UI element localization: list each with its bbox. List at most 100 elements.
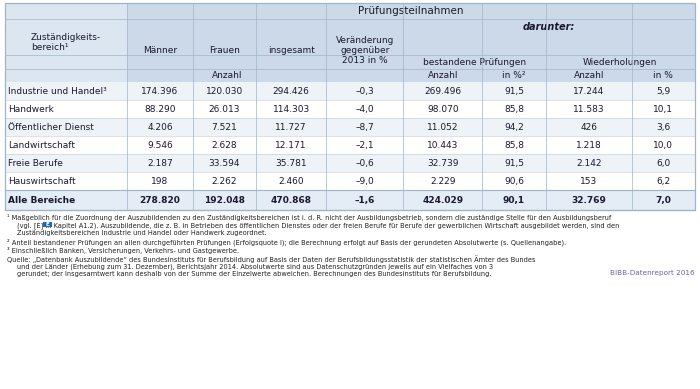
Text: 4.206: 4.206 <box>147 123 173 131</box>
Text: BIBB-Datenreport 2016: BIBB-Datenreport 2016 <box>610 270 695 277</box>
Text: 11.727: 11.727 <box>275 123 307 131</box>
Bar <box>127 136 192 154</box>
Bar <box>127 172 192 190</box>
Bar <box>326 154 403 172</box>
Bar <box>326 19 403 55</box>
Text: Landwirtschaft: Landwirtschaft <box>8 140 75 149</box>
Text: 153: 153 <box>580 177 597 186</box>
Text: E: E <box>45 222 49 227</box>
Text: Männer: Männer <box>143 46 177 55</box>
Bar <box>127 190 192 210</box>
Text: 2.229: 2.229 <box>430 177 456 186</box>
Text: Quelle: „Datenbank Auszubildende“ des Bundesinstituts für Berufsbildung auf Basi: Quelle: „Datenbank Auszubildende“ des Bu… <box>7 255 536 263</box>
Text: Frauen: Frauen <box>209 46 240 55</box>
Bar <box>5 136 127 154</box>
Bar <box>482 100 546 118</box>
Text: 470.868: 470.868 <box>271 196 312 205</box>
Text: 85,8: 85,8 <box>504 140 524 149</box>
Text: 6,0: 6,0 <box>656 158 671 168</box>
Text: ² Anteil bestandener Prüfungen an allen durchgeführten Prüfungen (Erfolgsquote I: ² Anteil bestandener Prüfungen an allen … <box>7 238 566 246</box>
Text: 2.187: 2.187 <box>147 158 173 168</box>
Bar <box>482 154 546 172</box>
Bar <box>127 100 192 118</box>
Bar <box>403 55 482 69</box>
Bar <box>403 136 482 154</box>
Text: 192.048: 192.048 <box>204 196 245 205</box>
Bar <box>403 82 482 100</box>
Text: 94,2: 94,2 <box>504 123 524 131</box>
Bar <box>256 3 326 19</box>
Text: bestandene Prüfungen: bestandene Prüfungen <box>423 58 526 67</box>
Bar <box>631 19 695 55</box>
Bar <box>256 55 326 69</box>
Bar <box>403 69 482 82</box>
Text: Veränderung
gegenüber
2013 in %: Veränderung gegenüber 2013 in % <box>335 36 394 65</box>
Bar <box>631 154 695 172</box>
Text: 278.820: 278.820 <box>139 196 181 205</box>
Text: –9,0: –9,0 <box>356 177 374 186</box>
Bar <box>43 222 52 227</box>
Bar <box>326 69 403 82</box>
Bar <box>5 3 127 82</box>
Bar <box>403 172 482 190</box>
Bar <box>193 154 256 172</box>
Bar <box>326 55 403 69</box>
Bar <box>631 100 695 118</box>
Bar <box>546 82 631 100</box>
Bar <box>127 3 192 19</box>
Text: 2.628: 2.628 <box>211 140 237 149</box>
Text: –1,6: –1,6 <box>354 196 375 205</box>
Bar <box>256 190 326 210</box>
Text: ¹ Maßgeblich für die Zuordnung der Auszubildenden zu den Zuständigkeitsbereichen: ¹ Maßgeblich für die Zuordnung der Auszu… <box>7 214 611 221</box>
Bar <box>5 3 127 19</box>
Bar <box>482 3 546 19</box>
Bar <box>482 172 546 190</box>
Text: 98.070: 98.070 <box>427 105 458 114</box>
Text: 269.496: 269.496 <box>424 86 461 96</box>
Text: Industrie und Handel³: Industrie und Handel³ <box>8 86 106 96</box>
Text: 2.460: 2.460 <box>279 177 304 186</box>
Bar <box>546 100 631 118</box>
Text: 10.443: 10.443 <box>427 140 458 149</box>
Bar <box>326 136 403 154</box>
Bar <box>127 19 192 55</box>
Text: –0,3: –0,3 <box>356 86 374 96</box>
Text: 91,5: 91,5 <box>504 158 524 168</box>
Text: und der Länder (Erhebung zum 31. Dezember), Berichtsjahr 2014. Absolutwerte sind: und der Länder (Erhebung zum 31. Dezembe… <box>17 263 493 270</box>
Text: 90,1: 90,1 <box>503 196 525 205</box>
Bar <box>631 136 695 154</box>
Bar <box>403 3 482 19</box>
Text: 294.426: 294.426 <box>273 86 309 96</box>
Text: 424.029: 424.029 <box>422 196 463 205</box>
Text: 33.594: 33.594 <box>209 158 240 168</box>
Bar <box>482 19 546 55</box>
Text: 11.583: 11.583 <box>573 105 605 114</box>
Bar <box>5 172 127 190</box>
Text: 10,1: 10,1 <box>653 105 673 114</box>
Bar <box>403 190 482 210</box>
Text: –8,7: –8,7 <box>356 123 374 131</box>
Bar <box>403 118 482 136</box>
Bar <box>5 118 127 136</box>
Text: –2,1: –2,1 <box>356 140 374 149</box>
Text: Wiederholungen: Wiederholungen <box>583 58 657 67</box>
Text: Zuständigkeits-
bereich¹: Zuständigkeits- bereich¹ <box>31 33 101 52</box>
Bar <box>482 118 546 136</box>
Text: gerundet; der Insgesamtwert kann deshalb von der Summe der Einzelwerte abweichen: gerundet; der Insgesamtwert kann deshalb… <box>17 272 491 277</box>
Text: Anzahl: Anzahl <box>573 71 604 80</box>
Bar <box>256 154 326 172</box>
Bar <box>5 3 695 210</box>
Text: darunter:: darunter: <box>523 21 575 32</box>
Bar <box>482 69 546 82</box>
Text: 26.013: 26.013 <box>209 105 240 114</box>
Bar <box>326 82 403 100</box>
Bar <box>127 154 192 172</box>
Bar <box>482 55 546 69</box>
Text: –0,6: –0,6 <box>356 158 374 168</box>
Text: 32.739: 32.739 <box>427 158 458 168</box>
Text: 17.244: 17.244 <box>573 86 604 96</box>
Bar <box>5 190 127 210</box>
Bar <box>326 118 403 136</box>
Bar <box>193 136 256 154</box>
Bar <box>546 69 631 82</box>
